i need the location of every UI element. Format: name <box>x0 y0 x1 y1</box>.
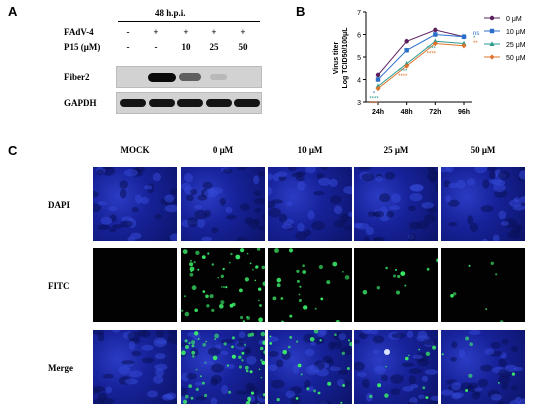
column-header: 25 μM <box>383 145 409 155</box>
data-point <box>461 43 467 49</box>
data-point <box>404 39 409 44</box>
micrograph-fitc <box>92 247 178 323</box>
virus-mark: + <box>211 27 217 37</box>
y-axis-label-line2: Log TCID50/100μL <box>342 27 349 89</box>
data-point <box>489 28 495 34</box>
micrograph-merge <box>92 329 178 405</box>
blot-band <box>178 73 202 81</box>
significance-mark: **** <box>398 69 408 75</box>
column-header: 10 μM <box>297 145 323 155</box>
significance-mark: **** <box>427 52 437 58</box>
blot-band <box>148 99 175 107</box>
significance-mark: **** <box>427 47 437 53</box>
data-point <box>404 48 409 53</box>
panel-b-letter: B <box>296 4 306 19</box>
virus-mark: + <box>240 27 246 37</box>
blot-band <box>147 72 176 82</box>
data-point <box>433 32 438 37</box>
micrograph-fitc <box>180 247 266 323</box>
data-point <box>375 72 381 78</box>
micrograph-dapi <box>92 166 178 242</box>
significance-mark: * <box>373 92 376 98</box>
data-point <box>433 27 438 33</box>
panel-c-letter: C <box>8 143 18 158</box>
x-tick-label: 24h <box>372 109 384 116</box>
virus-row-label: FAdV-4 <box>64 27 94 37</box>
column-header: 0 μM <box>212 145 234 155</box>
drug-row-label: P15 (μM) <box>64 42 101 52</box>
blot-band <box>177 99 203 107</box>
micrograph-fitc <box>440 247 526 323</box>
gapdh-blot <box>116 92 262 114</box>
column-header: MOCK <box>120 145 150 155</box>
fiber2-blot <box>116 66 262 88</box>
micrograph-fitc <box>353 247 439 323</box>
blot-band <box>120 99 146 107</box>
drug-mark: - <box>126 42 130 52</box>
column-header: 50 μM <box>470 145 496 155</box>
micrograph-dapi <box>353 166 439 242</box>
micrograph-dapi <box>267 166 353 242</box>
micrograph-merge <box>180 329 266 405</box>
significance-mark: **** <box>369 97 379 103</box>
legend-label: 0 μM <box>506 16 522 23</box>
data-point <box>489 54 495 60</box>
y-axis-label: Virus titer <box>333 41 340 74</box>
legend-label: 10 μM <box>506 29 526 36</box>
virus-titer-chart: 3 4 5 6 7 24h 48h 72h 96h Virus titer Log TCID50/1… <box>333 10 526 116</box>
virus-mark: - <box>126 27 130 37</box>
data-point <box>404 63 410 69</box>
micrograph-merge <box>267 329 353 405</box>
series-line <box>377 42 465 89</box>
y-tick-label: 3 <box>357 100 361 107</box>
micrograph-dapi <box>440 166 526 242</box>
significance-mark: ns <box>473 31 479 37</box>
drug-mark: - <box>154 42 158 52</box>
virus-mark: + <box>183 27 189 37</box>
significance-mark: **** <box>398 74 408 80</box>
y-tick-label: 6 <box>357 33 361 40</box>
gapdh-label: GAPDH <box>64 98 97 108</box>
y-tick-label: 7 <box>357 10 361 17</box>
data-point <box>375 77 381 82</box>
panel-a-letter: A <box>8 4 18 19</box>
micrograph-merge <box>353 329 439 405</box>
series-line <box>377 29 465 76</box>
data-point <box>489 15 495 21</box>
timepoint-label: 48 h.p.i. <box>155 8 186 18</box>
legend-label: 25 μM <box>506 42 526 49</box>
blot-band <box>205 99 232 107</box>
row-header: DAPI <box>48 200 70 210</box>
blot-band <box>210 74 227 80</box>
significance-mark: * <box>473 36 476 42</box>
virus-mark: + <box>153 27 159 37</box>
data-point <box>432 40 438 47</box>
micrograph-fitc <box>267 247 353 323</box>
significance-mark: **** <box>369 102 379 108</box>
fiber2-label: Fiber2 <box>64 72 90 82</box>
data-point <box>461 34 467 39</box>
significance-mark: ** <box>473 41 478 47</box>
blot-band <box>234 99 260 107</box>
drug-mark: 10 <box>181 42 191 52</box>
drug-mark: 50 <box>238 42 248 52</box>
x-tick-label: 72h <box>429 109 441 116</box>
micrograph-dapi <box>180 166 266 242</box>
y-tick-label: 4 <box>357 78 361 85</box>
timepoint-bracket <box>118 21 260 22</box>
drug-mark: 25 <box>209 42 219 52</box>
x-tick-label: 48h <box>401 109 413 116</box>
x-tick-label: 96h <box>458 109 470 116</box>
row-header: FITC <box>48 281 70 291</box>
row-header: Merge <box>48 363 73 373</box>
y-tick-label: 5 <box>357 55 361 62</box>
series-line <box>377 33 465 80</box>
legend-label: 50 μM <box>506 55 526 62</box>
series-line <box>377 40 465 87</box>
micrograph-merge <box>440 329 526 405</box>
data-point <box>489 41 495 46</box>
